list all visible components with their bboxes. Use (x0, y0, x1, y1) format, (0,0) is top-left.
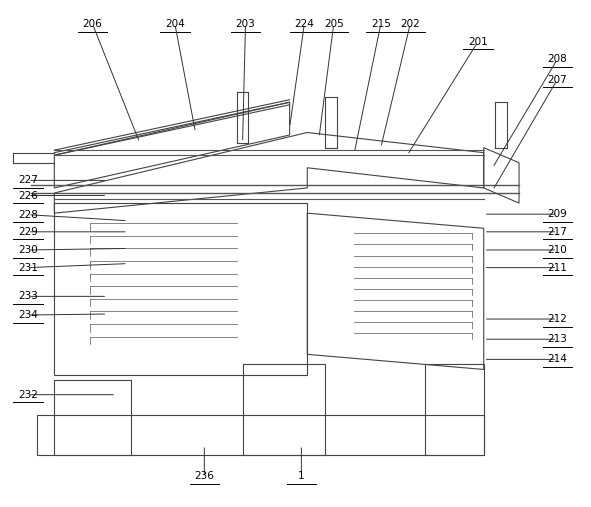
Text: 234: 234 (18, 310, 38, 320)
Text: 213: 213 (547, 334, 567, 344)
Text: 236: 236 (194, 472, 215, 481)
Text: 229: 229 (18, 227, 38, 237)
Text: 224: 224 (294, 19, 314, 29)
Text: 226: 226 (18, 191, 38, 200)
Text: 202: 202 (400, 19, 420, 29)
Text: 211: 211 (547, 263, 567, 273)
Text: 228: 228 (18, 210, 38, 220)
Text: 201: 201 (468, 37, 488, 47)
Text: 230: 230 (18, 245, 38, 255)
Text: 231: 231 (18, 263, 38, 273)
Text: 205: 205 (324, 19, 343, 29)
Text: 206: 206 (83, 19, 102, 29)
Text: 232: 232 (18, 390, 38, 400)
Text: 204: 204 (165, 19, 185, 29)
Text: 227: 227 (18, 175, 38, 186)
Text: 210: 210 (547, 245, 567, 255)
Text: 203: 203 (236, 19, 255, 29)
Text: 207: 207 (547, 75, 567, 85)
Text: 233: 233 (18, 292, 38, 301)
Text: 212: 212 (547, 314, 567, 324)
Text: 217: 217 (547, 227, 567, 237)
Text: 1: 1 (298, 472, 305, 481)
Text: 208: 208 (547, 54, 567, 64)
Text: 209: 209 (547, 209, 567, 219)
Text: 214: 214 (547, 354, 567, 365)
Text: 215: 215 (371, 19, 391, 29)
